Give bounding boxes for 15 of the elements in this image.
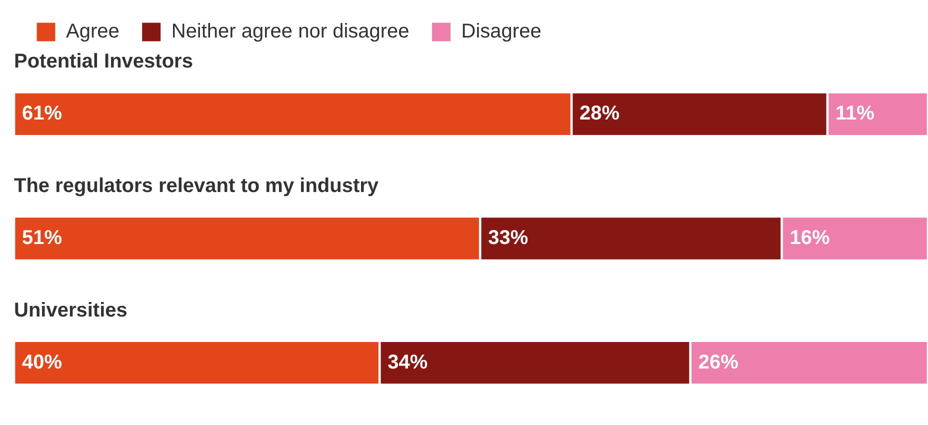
data-label: 28% [580, 102, 620, 125]
y-tick-label: The regulators relevant to my industry [14, 175, 380, 198]
data-label: 61% [22, 102, 62, 125]
data-label: 34% [388, 351, 428, 374]
legend-label: Neither agree nor disagree [171, 20, 410, 43]
legend-label: Disagree [461, 20, 542, 43]
y-tick-label: Universities [14, 299, 128, 322]
legend-label: Agree [66, 20, 120, 43]
data-label: 51% [22, 227, 62, 250]
y-tick-label: Potential Investors [14, 50, 193, 73]
data-label: 16% [790, 227, 830, 250]
data-label: 33% [488, 227, 528, 250]
data-label: 40% [22, 351, 62, 374]
data-label: 11% [835, 102, 875, 125]
data-label: 26% [698, 351, 739, 374]
